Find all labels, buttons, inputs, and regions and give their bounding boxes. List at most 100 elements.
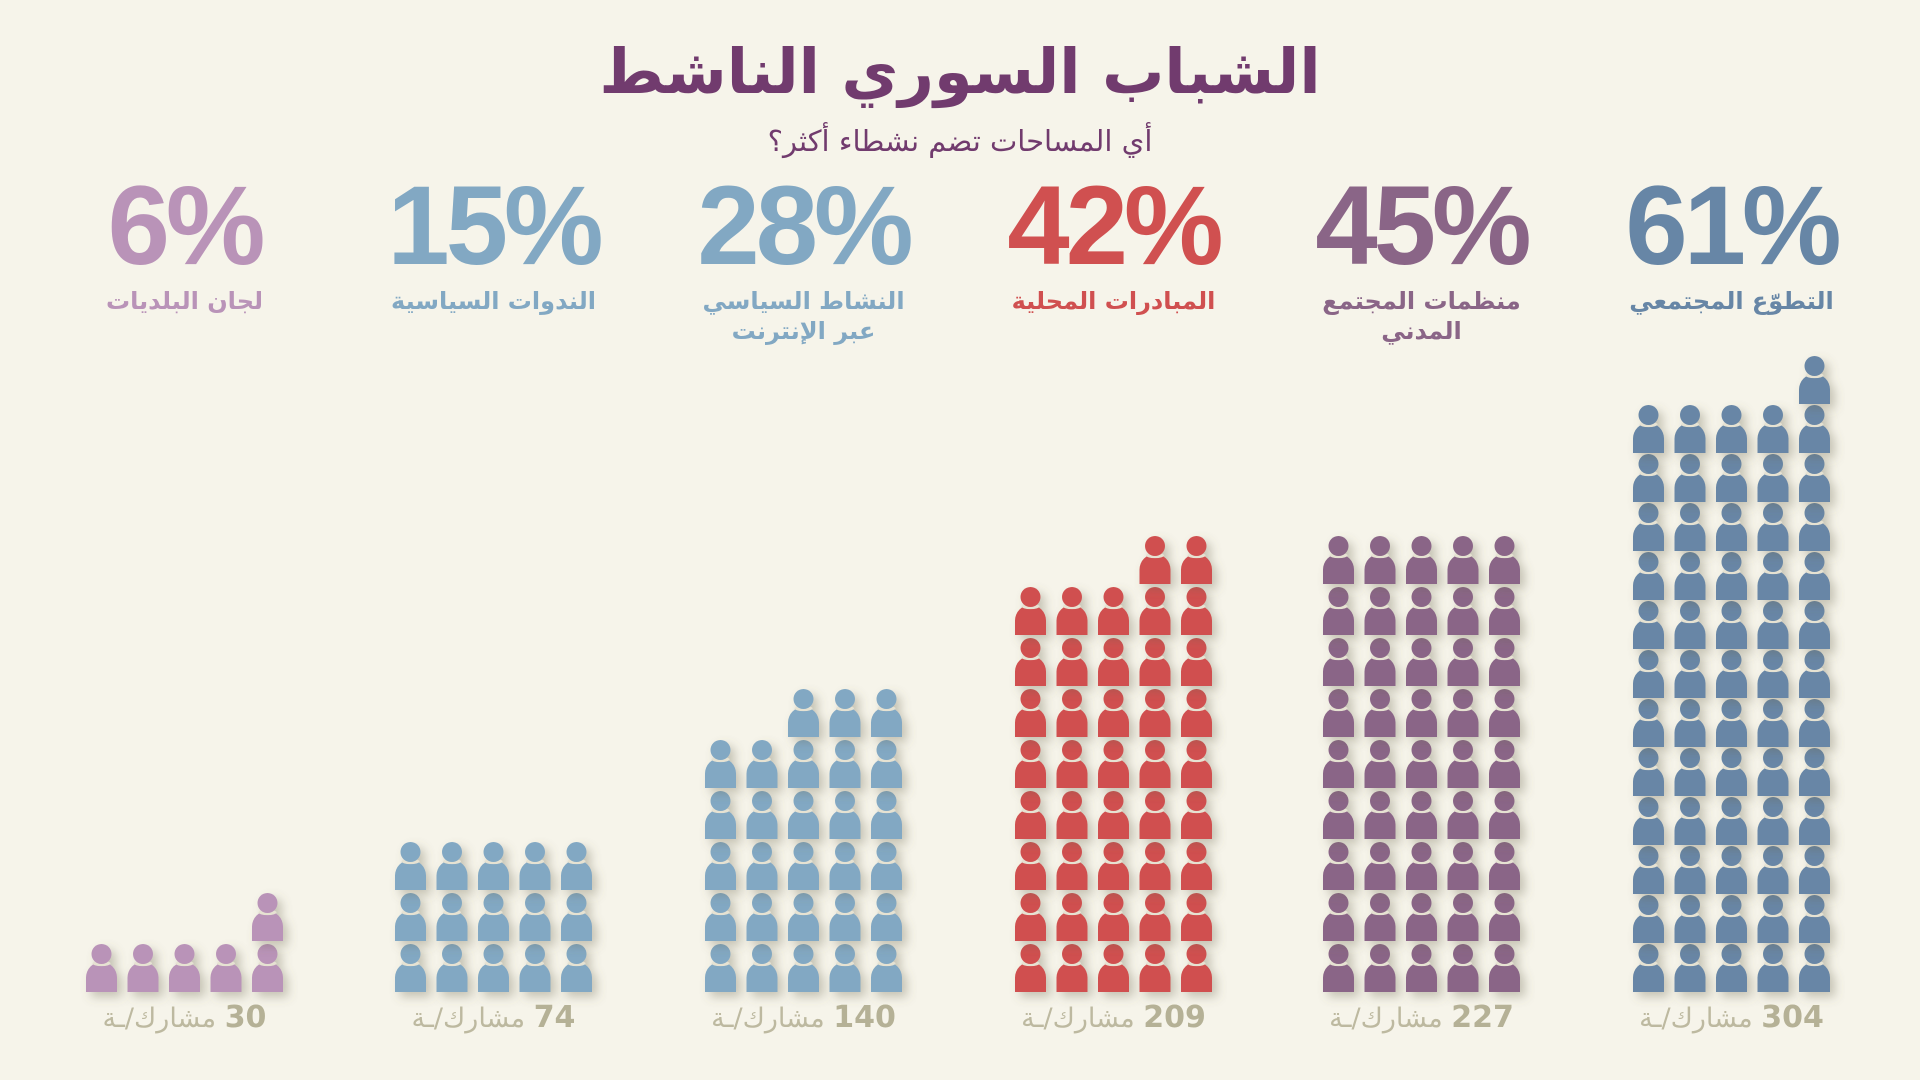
person-icon (1489, 893, 1520, 941)
participant-count-suffix: مشارك/ـة (411, 1003, 534, 1034)
person-icon (1674, 944, 1706, 992)
person-icon (1716, 650, 1747, 698)
person-icon (1799, 356, 1830, 404)
person-icon (1323, 791, 1354, 839)
person-icon (1674, 699, 1706, 747)
person-icon (1139, 587, 1171, 635)
pictogram-column-3 (1015, 536, 1212, 992)
person-icon (1364, 842, 1396, 890)
person-icon (1364, 689, 1396, 737)
person-icon (1799, 748, 1830, 796)
person-icon (1181, 944, 1212, 992)
person-icon (1323, 893, 1354, 941)
person-icon (746, 842, 778, 890)
person-icon (1716, 895, 1747, 943)
person-icon (746, 944, 778, 992)
person-icon (1489, 638, 1520, 686)
person-icon (1056, 689, 1088, 737)
person-icon (1633, 503, 1664, 551)
person-icon (1757, 895, 1789, 943)
person-icon (1406, 944, 1437, 992)
person-icon (436, 842, 468, 890)
person-icon (1757, 405, 1789, 453)
person-icon (1799, 405, 1830, 453)
person-icon (1757, 454, 1789, 502)
person-icon (252, 944, 283, 992)
person-icon (1098, 893, 1129, 941)
person-icon (1716, 503, 1747, 551)
person-icon (1406, 536, 1437, 584)
person-icon (1489, 689, 1520, 737)
person-icon (1633, 650, 1664, 698)
person-icon (1056, 791, 1088, 839)
person-icon (1323, 944, 1354, 992)
person-icon (1633, 601, 1664, 649)
person-icon (1056, 587, 1088, 635)
category-label-line: الندوات السياسية (391, 287, 596, 315)
person-icon (478, 842, 509, 890)
category-header: 42% المبادرات المحلية (969, 170, 1259, 316)
person-icon (1139, 893, 1171, 941)
category-label: لجان البلديات (40, 286, 330, 316)
person-icon (829, 689, 861, 737)
person-icon (1323, 536, 1354, 584)
person-icon (1406, 893, 1437, 941)
person-icon (705, 842, 736, 890)
person-icon (1633, 846, 1664, 894)
category-label: التطوّع المجتمعي (1587, 286, 1877, 316)
person-icon (1799, 699, 1830, 747)
person-icon (1716, 846, 1747, 894)
category-label-line: لجان البلديات (106, 287, 263, 315)
person-icon (788, 791, 819, 839)
person-icon (1406, 587, 1437, 635)
person-icon (1323, 689, 1354, 737)
person-icon (561, 944, 592, 992)
person-icon (1447, 740, 1479, 788)
person-icon (1015, 638, 1046, 686)
person-icon (1323, 638, 1354, 686)
person-icon (1674, 846, 1706, 894)
category-label-line: المبادرات المحلية (1011, 287, 1216, 315)
person-icon (1364, 791, 1396, 839)
person-icon (127, 944, 159, 992)
participant-count-suffix: مشارك/ـة (1329, 1003, 1452, 1034)
person-icon (788, 893, 819, 941)
category-label-line: المدني (1381, 317, 1462, 345)
percent-label: 45% (1315, 163, 1531, 288)
person-icon (1716, 797, 1747, 845)
person-icon (1799, 552, 1830, 600)
person-icon (1181, 791, 1212, 839)
person-icon (1015, 944, 1046, 992)
person-icon (1633, 895, 1664, 943)
person-icon (1364, 536, 1396, 584)
person-icon (1633, 552, 1664, 600)
person-icon (1181, 638, 1212, 686)
person-icon (1181, 689, 1212, 737)
person-icon (1447, 689, 1479, 737)
pictogram-column-5 (1633, 356, 1830, 992)
participant-count-value: 227 (1451, 1000, 1514, 1035)
person-icon (1056, 944, 1088, 992)
person-icon (210, 944, 242, 992)
person-icon (1323, 740, 1354, 788)
person-icon (1489, 944, 1520, 992)
person-icon (1757, 846, 1789, 894)
person-icon (1489, 536, 1520, 584)
participant-count: 227 مشارك/ـة (1277, 1000, 1567, 1035)
person-icon (1139, 944, 1171, 992)
category-label: النشاط السياسي عبر الإنترنت (659, 286, 949, 346)
pictogram-column-1 (395, 842, 592, 992)
person-icon (1716, 944, 1747, 992)
person-icon (395, 944, 426, 992)
person-icon (1799, 944, 1830, 992)
person-icon (1181, 587, 1212, 635)
person-icon (478, 944, 509, 992)
person-icon (1799, 797, 1830, 845)
person-icon (1364, 638, 1396, 686)
person-icon (395, 842, 426, 890)
person-icon (1098, 944, 1129, 992)
person-icon (1056, 842, 1088, 890)
person-icon (829, 893, 861, 941)
participant-count: 209 مشارك/ـة (969, 1000, 1259, 1035)
